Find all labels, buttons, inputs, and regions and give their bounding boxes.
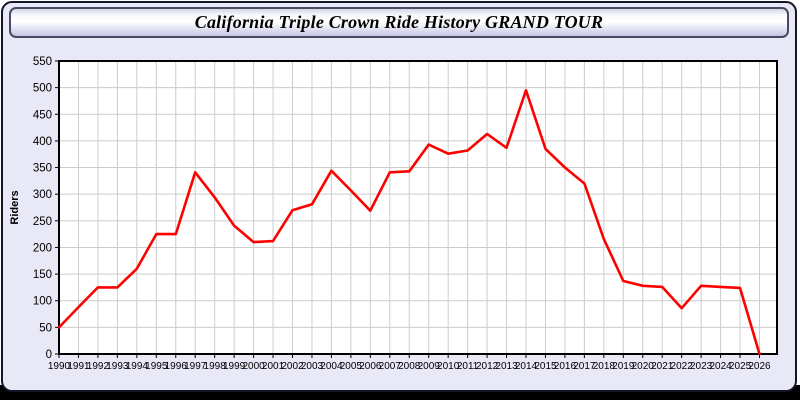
x-tick-label: 2005 <box>340 361 363 372</box>
ride-history-chart: 0501001502002503003504004505005501990199… <box>9 56 778 372</box>
x-tick-label: 2017 <box>573 361 596 372</box>
y-tick-label: 50 <box>39 322 52 334</box>
y-tick-label: 200 <box>33 242 52 254</box>
y-tick-label: 0 <box>46 349 52 361</box>
x-tick-label: 2023 <box>690 361 713 372</box>
chart-window: California Triple Crown Ride History GRA… <box>1 1 797 392</box>
x-tick-label: 2002 <box>281 361 304 372</box>
x-tick-label: 2011 <box>457 361 479 372</box>
y-tick-label: 300 <box>33 189 52 201</box>
x-tick-label: 1997 <box>184 361 207 372</box>
x-tick-label: 2000 <box>242 361 265 372</box>
y-tick-label: 150 <box>33 269 52 281</box>
x-tick-label: 1996 <box>165 361 188 372</box>
y-tick-label: 400 <box>33 136 52 148</box>
x-tick-label: 2020 <box>632 361 655 372</box>
x-tick-label: 2006 <box>359 361 382 372</box>
x-tick-label: 2022 <box>671 361 694 372</box>
x-axis-labels: 1990199119921993199419951996199719981999… <box>48 361 771 372</box>
x-tick-label: 1990 <box>48 361 71 372</box>
x-tick-label: 2013 <box>495 361 518 372</box>
x-tick-label: 1998 <box>204 361 227 372</box>
y-tick-label: 350 <box>33 163 52 175</box>
x-tick-label: 2001 <box>262 361 285 372</box>
x-tick-label: 2009 <box>418 361 441 372</box>
x-tick-label: 1999 <box>223 361 246 372</box>
x-tick-label: 2019 <box>612 361 635 372</box>
x-tick-label: 1994 <box>126 361 149 372</box>
x-tick-label: 1993 <box>106 361 129 372</box>
x-tick-label: 1995 <box>145 361 168 372</box>
x-tick-label: 2014 <box>515 361 538 372</box>
y-axis-title: Riders <box>9 190 21 224</box>
x-tick-label: 1991 <box>67 361 90 372</box>
x-tick-label: 2024 <box>709 361 732 372</box>
x-tick-label: 2012 <box>476 361 499 372</box>
x-tick-label: 2004 <box>320 361 343 372</box>
window-title-bar: California Triple Crown Ride History GRA… <box>9 7 789 38</box>
y-tick-label: 450 <box>33 109 52 121</box>
x-tick-label: 2008 <box>398 361 421 372</box>
x-tick-label: 2015 <box>534 361 557 372</box>
x-tick-label: 2025 <box>729 361 752 372</box>
x-tick-label: 2018 <box>593 361 616 372</box>
plot-area <box>59 61 777 354</box>
x-tick-label: 1992 <box>87 361 110 372</box>
y-tick-label: 550 <box>33 56 52 68</box>
y-tick-label: 250 <box>33 216 52 228</box>
plot-border <box>58 60 778 355</box>
y-axis-labels: 0 50 100 150 200 250 300 350 400 450 500 550 <box>33 56 52 361</box>
y-tick-label: 100 <box>33 296 52 308</box>
x-tick-label: 2016 <box>554 361 577 372</box>
x-tick-label: 2010 <box>437 361 460 372</box>
riders-data-line <box>57 89 761 356</box>
x-tick-label: 2021 <box>651 361 674 372</box>
x-tick-label: 2026 <box>748 361 771 372</box>
y-tick-label: 500 <box>33 83 52 95</box>
x-tick-label: 2003 <box>301 361 324 372</box>
x-tick-label: 2007 <box>379 361 402 372</box>
page-title: California Triple Crown Ride History GRA… <box>194 12 604 32</box>
